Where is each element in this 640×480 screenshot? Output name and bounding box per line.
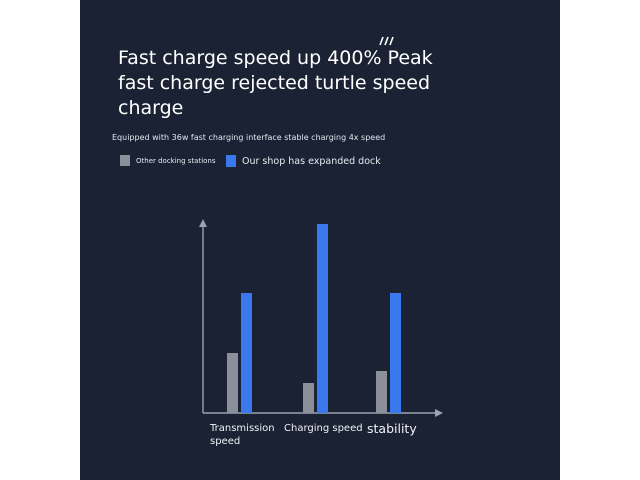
headline: Fast charge speed up 400% Peak fast char… [118, 47, 433, 119]
legend-swatch-ours [226, 155, 236, 167]
y-axis-arrow [199, 219, 207, 227]
legend-other-docking: Other docking stations [120, 155, 216, 166]
x-tick-label-1: Charging speed [284, 423, 363, 434]
bar-other-1 [303, 383, 314, 413]
bar-other-2 [376, 371, 387, 413]
bar-ours-0 [241, 293, 252, 413]
legend-label-ours: Our shop has expanded dock [242, 155, 381, 167]
subtitle: Equipped with 36w fast charging interfac… [112, 133, 386, 142]
x-tick-label-2: stability [367, 421, 417, 436]
bar-other-0 [227, 353, 238, 413]
bar-chart: Transmission speed Charging speed stability [199, 219, 443, 447]
brand-slash-mark [379, 31, 397, 46]
legend-our-dock: Our shop has expanded dock [226, 155, 381, 167]
bar-ours-2 [390, 293, 401, 413]
x-tick-label-0: Transmission speed [209, 423, 275, 447]
legend-swatch-other [120, 155, 130, 166]
bar-ours-1 [317, 224, 328, 413]
x-axis-arrow [435, 409, 443, 417]
legend-label-other: Other docking stations [136, 156, 216, 165]
